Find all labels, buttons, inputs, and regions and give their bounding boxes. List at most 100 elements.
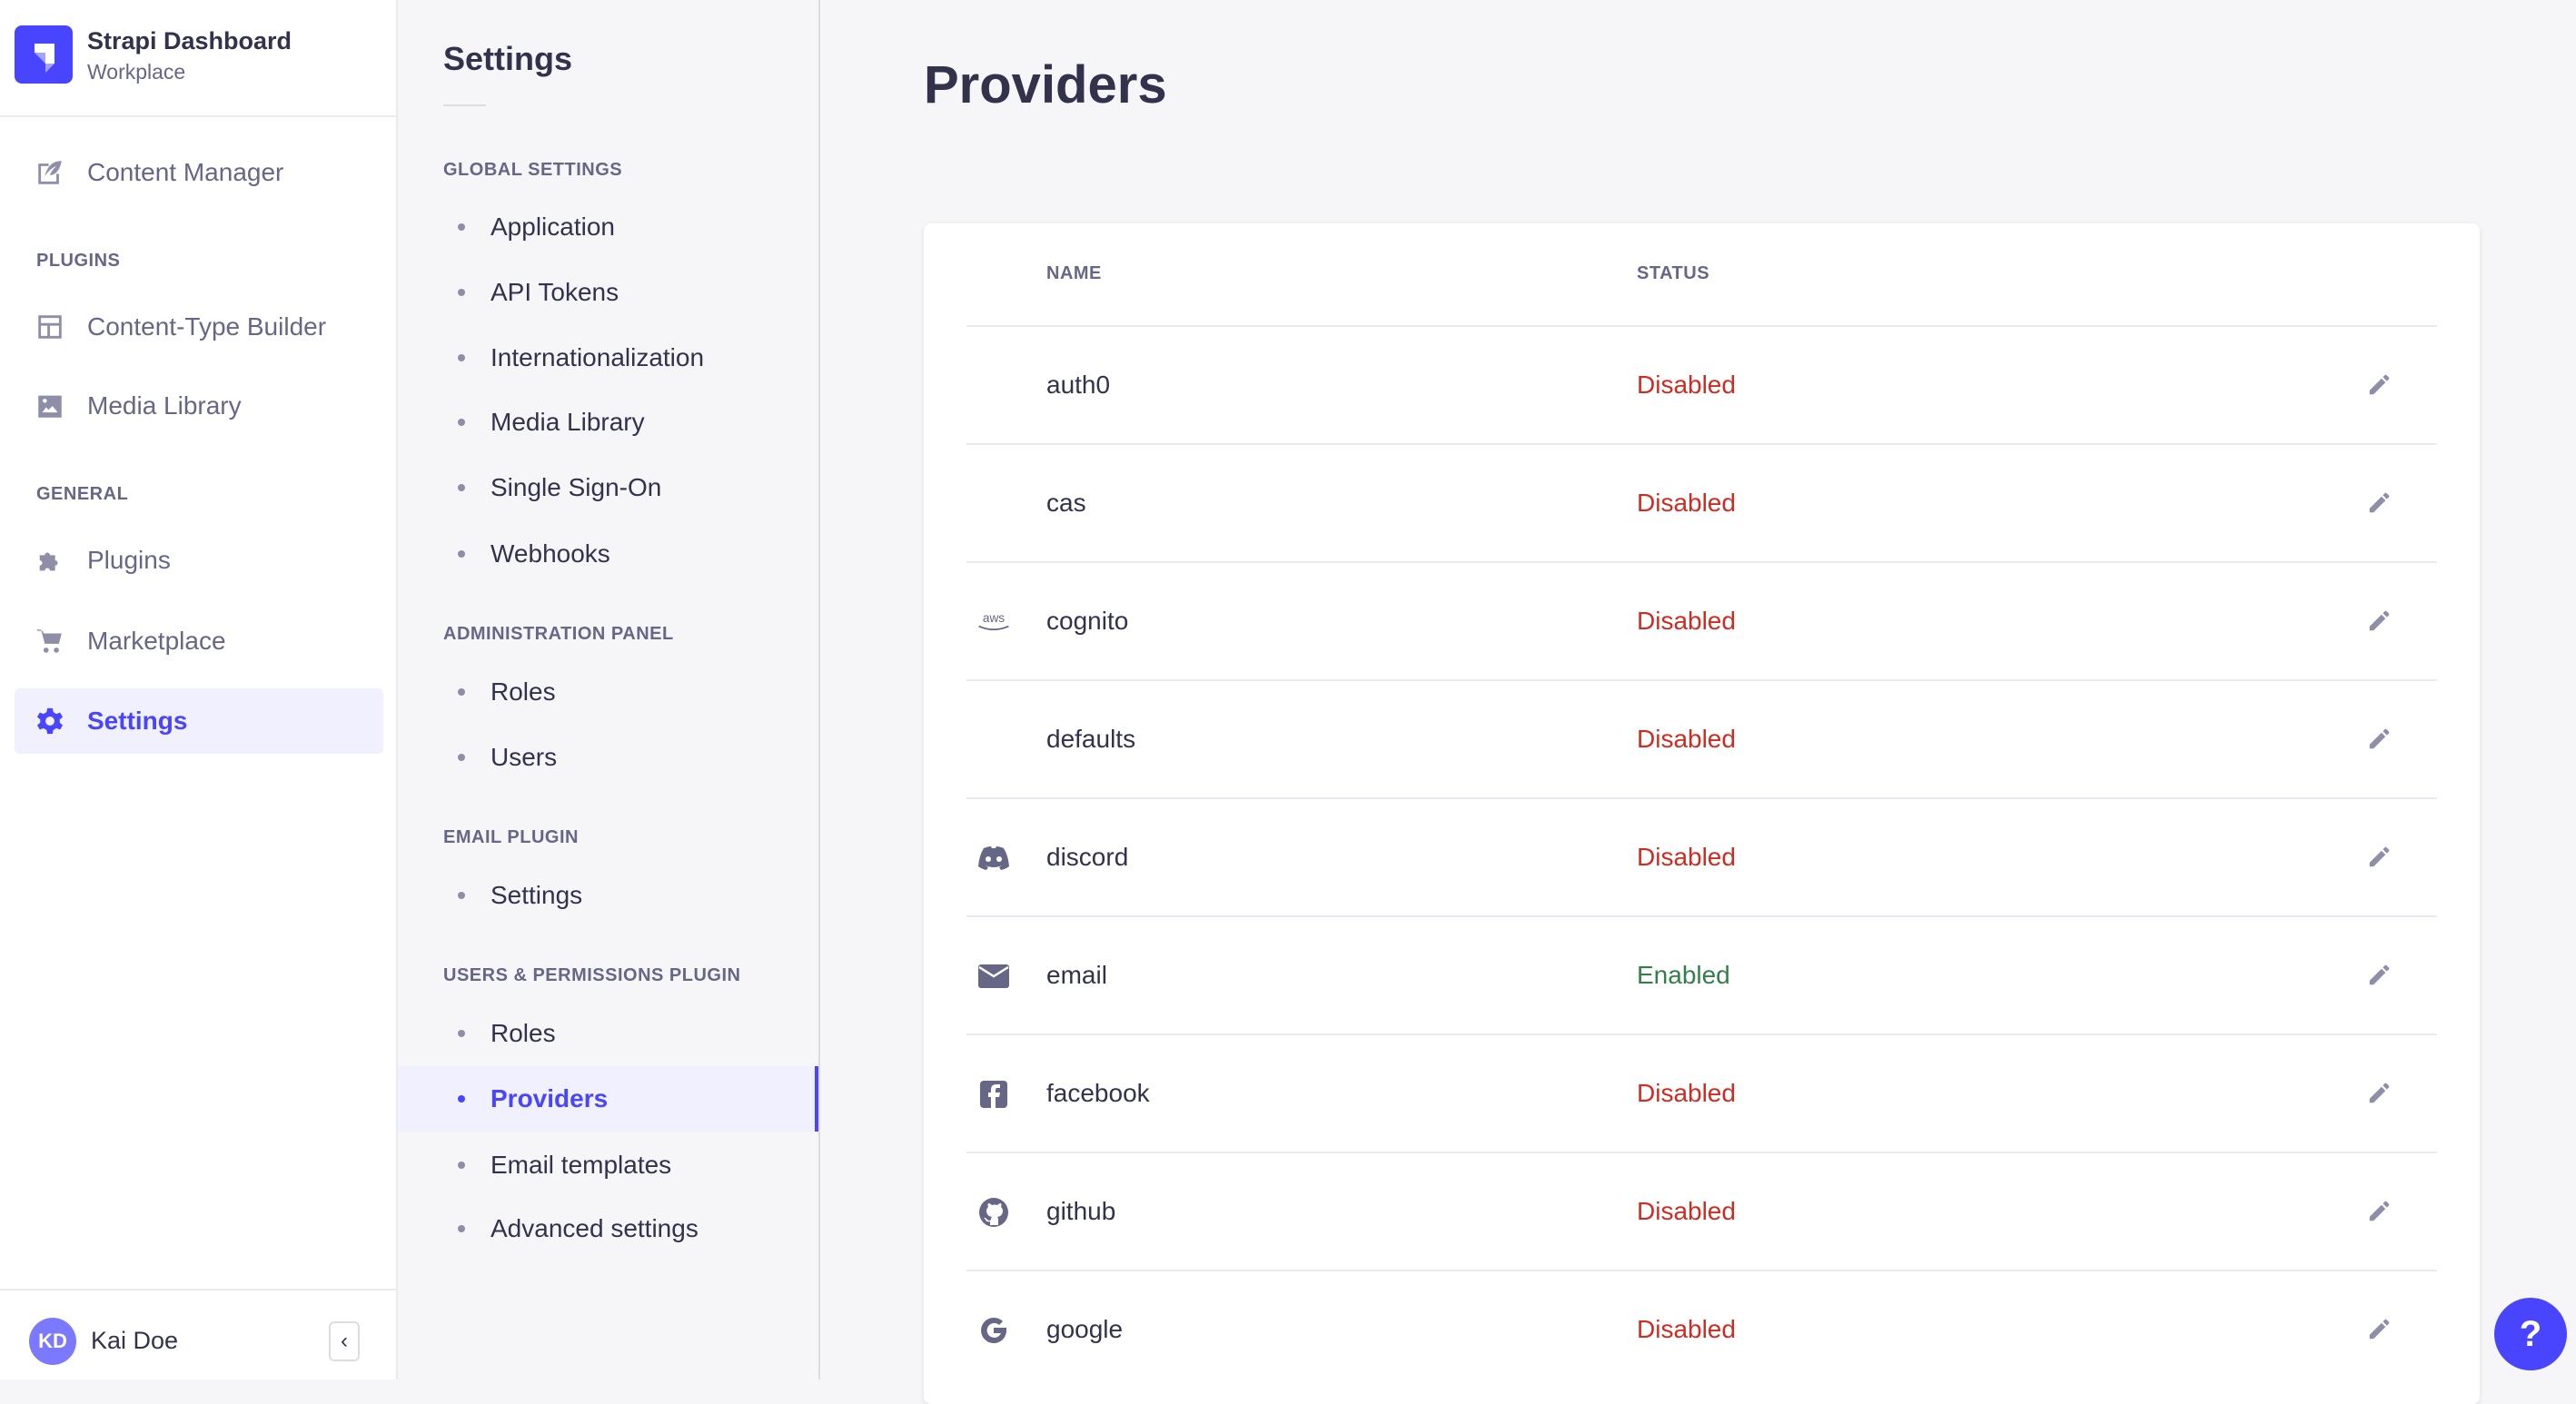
envelope-icon xyxy=(976,958,1012,994)
table-row[interactable]: defaults Disabled xyxy=(966,679,2437,797)
nav-settings[interactable]: Settings xyxy=(15,688,383,754)
nav-content-type-builder[interactable]: Content-Type Builder xyxy=(15,294,383,360)
table-row[interactable]: aws cognito Disabled xyxy=(966,561,2437,679)
provider-name: auth0 xyxy=(1046,371,1111,399)
settings-link-providers[interactable]: Providers xyxy=(398,1066,818,1132)
settings-link-webhooks[interactable]: Webhooks xyxy=(398,521,818,587)
edit-button[interactable] xyxy=(2366,1197,2393,1224)
brand-header: Strapi Dashboard Workplace xyxy=(0,0,396,117)
avatar[interactable]: KD xyxy=(29,1318,76,1365)
pencil-icon xyxy=(2369,1201,2390,1221)
status-badge: Disabled xyxy=(1637,1079,1736,1107)
link-label: Roles xyxy=(490,677,556,706)
pencil-icon xyxy=(2369,1319,2390,1340)
status-badge: Disabled xyxy=(1637,725,1736,753)
edit-button[interactable] xyxy=(2366,1079,2393,1106)
pencil-icon xyxy=(2369,728,2390,749)
edit-button[interactable] xyxy=(2366,607,2393,634)
pencil-icon xyxy=(2369,1083,2390,1103)
settings-link-email-settings[interactable]: Settings xyxy=(398,863,818,928)
nav-content-manager[interactable]: Content Manager xyxy=(15,140,383,205)
table-row[interactable]: cas Disabled xyxy=(966,443,2437,561)
link-label: Settings xyxy=(490,881,583,909)
pencil-icon xyxy=(2369,610,2390,631)
bullet-icon xyxy=(458,754,465,761)
bullet-icon xyxy=(458,1030,465,1037)
provider-name: cas xyxy=(1046,489,1086,517)
nav-section-general: GENERAL xyxy=(36,484,129,504)
bullet-icon xyxy=(458,688,465,696)
edit-button[interactable] xyxy=(2366,843,2393,870)
provider-name: google xyxy=(1046,1315,1124,1343)
link-label: Users xyxy=(490,743,558,771)
table-row[interactable]: facebook Disabled xyxy=(966,1033,2437,1152)
pencil-icon xyxy=(2369,492,2390,513)
help-button[interactable]: ? xyxy=(2494,1298,2567,1370)
pencil-icon xyxy=(2369,846,2390,867)
divider xyxy=(443,104,486,106)
link-label: Advanced settings xyxy=(490,1214,698,1242)
nav-marketplace[interactable]: Marketplace xyxy=(15,608,383,674)
nav-label: Settings xyxy=(87,707,188,735)
provider-name: email xyxy=(1046,961,1107,989)
feather-icon xyxy=(38,161,62,184)
settings-link-api-tokens[interactable]: API Tokens xyxy=(398,260,818,325)
table-row[interactable]: google Disabled xyxy=(966,1270,2437,1388)
link-label: Providers xyxy=(490,1084,609,1112)
link-label: Roles xyxy=(490,1019,556,1047)
bullet-icon xyxy=(458,1162,465,1169)
table-row[interactable]: auth0 Disabled xyxy=(966,325,2437,443)
settings-link-sso[interactable]: Single Sign-On xyxy=(398,455,818,520)
settings-link-advanced-settings[interactable]: Advanced settings xyxy=(398,1196,818,1261)
settings-link-media-library[interactable]: Media Library xyxy=(398,390,818,455)
edit-button[interactable] xyxy=(2366,1315,2393,1342)
link-label: Webhooks xyxy=(490,539,610,568)
bullet-icon xyxy=(458,354,465,361)
status-badge: Disabled xyxy=(1637,489,1736,517)
edit-button[interactable] xyxy=(2366,725,2393,752)
nav-plugins[interactable]: Plugins xyxy=(15,528,383,593)
aws-icon: aws xyxy=(976,604,1012,640)
bullet-icon xyxy=(458,419,465,426)
table-row[interactable]: email Enabled xyxy=(966,915,2437,1033)
link-label: Application xyxy=(490,213,615,241)
edit-button[interactable] xyxy=(2366,371,2393,398)
layout-icon xyxy=(38,315,62,339)
column-header-name: NAME xyxy=(1046,263,1102,283)
facebook-icon xyxy=(976,1076,1012,1112)
settings-link-internationalization[interactable]: Internationalization xyxy=(398,325,818,391)
puzzle-icon xyxy=(39,552,58,571)
status-badge: Disabled xyxy=(1637,1315,1736,1343)
settings-link-email-templates[interactable]: Email templates xyxy=(398,1132,818,1198)
collapse-sidebar-button[interactable]: ‹ xyxy=(329,1321,360,1361)
nav-label: Media Library xyxy=(87,391,242,420)
section-administration-panel: ADMINISTRATION PANEL xyxy=(443,624,674,644)
column-header-status: STATUS xyxy=(1637,263,1710,283)
page-title: Providers xyxy=(924,55,1167,114)
link-label: Media Library xyxy=(490,408,645,436)
settings-link-admin-roles[interactable]: Roles xyxy=(398,659,818,725)
settings-link-users[interactable]: Users xyxy=(398,725,818,790)
brand-subtitle: Workplace xyxy=(87,60,186,84)
user-footer: KD Kai Doe ‹ xyxy=(0,1289,396,1379)
section-users-permissions: USERS & PERMISSIONS PLUGIN xyxy=(443,965,741,985)
nav-section-plugins: PLUGINS xyxy=(36,251,121,271)
link-label: API Tokens xyxy=(490,278,619,306)
discord-icon xyxy=(976,840,1012,876)
user-name[interactable]: Kai Doe xyxy=(91,1327,179,1354)
settings-link-application[interactable]: Application xyxy=(398,194,818,260)
table-row[interactable]: github Disabled xyxy=(966,1152,2437,1270)
main-sidebar: Strapi Dashboard Workplace Content Manag… xyxy=(0,0,398,1379)
table-row[interactable]: discord Disabled xyxy=(966,797,2437,915)
nav-label: Content-Type Builder xyxy=(87,312,327,341)
link-label: Email templates xyxy=(490,1151,672,1179)
google-icon xyxy=(976,1312,1012,1349)
edit-button[interactable] xyxy=(2366,489,2393,516)
edit-button[interactable] xyxy=(2366,961,2393,988)
status-badge: Disabled xyxy=(1637,371,1736,399)
bullet-icon xyxy=(458,1095,465,1102)
bullet-icon xyxy=(458,484,465,491)
settings-link-up-roles[interactable]: Roles xyxy=(398,1001,818,1066)
status-badge: Disabled xyxy=(1637,607,1736,635)
nav-media-library[interactable]: Media Library xyxy=(15,373,383,439)
